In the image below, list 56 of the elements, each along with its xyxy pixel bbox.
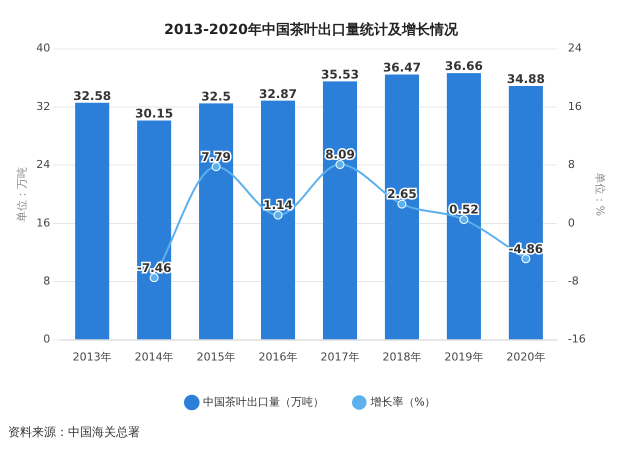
y2-tick-label: 8 <box>568 158 575 172</box>
data-label: 32.5 <box>201 89 231 104</box>
y-axis-title: 单位：万吨 <box>15 166 28 222</box>
data-label: 7.79 <box>201 150 231 164</box>
x-tick-label: 2020年 <box>506 350 546 364</box>
data-label: 35.53 <box>321 67 359 82</box>
x-tick-label: 2014年 <box>134 350 174 364</box>
y2-tick-label: -8 <box>568 274 579 288</box>
x-tick-label: 2018年 <box>382 350 422 364</box>
y2-tick-label: -16 <box>568 332 586 346</box>
text: 资料来源：中国海关总署 <box>8 424 141 441</box>
data-label: 34.88 <box>506 72 545 86</box>
data-label: 32.87 <box>259 86 298 101</box>
x-tick-label: 2015年 <box>196 350 236 364</box>
data-label: 0.52 <box>449 202 479 217</box>
data-label: -4.86 <box>508 242 544 256</box>
y2-tick-label: 24 <box>568 42 582 55</box>
point <box>459 215 468 224</box>
y2-axis-title: 单位：% <box>594 172 607 216</box>
data-label: 36.66 <box>444 59 483 74</box>
bar <box>384 74 419 340</box>
bar <box>446 73 481 340</box>
point <box>150 273 159 282</box>
data-label: 30.15 <box>135 106 174 121</box>
bar <box>261 100 296 340</box>
point <box>335 160 344 170</box>
y2-tick-label: 0 <box>568 216 575 230</box>
legend-label: 增长率（%） <box>369 395 436 408</box>
bar <box>322 81 358 340</box>
y-tick-label: 8 <box>43 274 50 288</box>
y-tick-label: 0 <box>43 332 50 346</box>
x-tick-label: 2016年 <box>258 350 298 364</box>
point <box>274 210 283 220</box>
y-tick-label: 24 <box>36 158 50 172</box>
bar <box>199 103 234 340</box>
chart-title: 2013-2020年中国茶叶出口量统计及增长情况 <box>164 21 459 38</box>
bar <box>75 102 110 340</box>
data-label: 1.14 <box>263 198 293 212</box>
bar <box>508 86 543 340</box>
data-label: 2.65 <box>387 187 417 202</box>
x-tick-label: 2019年 <box>444 350 484 364</box>
x-tick-label: 2013年 <box>72 350 112 364</box>
point <box>212 162 221 172</box>
data-label: -7.46 <box>136 260 172 275</box>
bar <box>137 120 172 340</box>
y-tick-label: 16 <box>36 216 50 230</box>
data-label: 32.58 <box>73 88 112 103</box>
data-label: 8.09 <box>325 148 355 162</box>
y2-tick-label: 16 <box>568 100 582 113</box>
y-tick-label: 32 <box>36 100 50 113</box>
point <box>521 254 530 264</box>
x-tick-label: 2017年 <box>320 350 360 364</box>
y-tick-label: 40 <box>36 42 50 55</box>
legend-label: 中国茶叶出口量（万吨） <box>202 395 324 408</box>
point <box>397 200 406 209</box>
data-label: 36.47 <box>382 60 421 75</box>
